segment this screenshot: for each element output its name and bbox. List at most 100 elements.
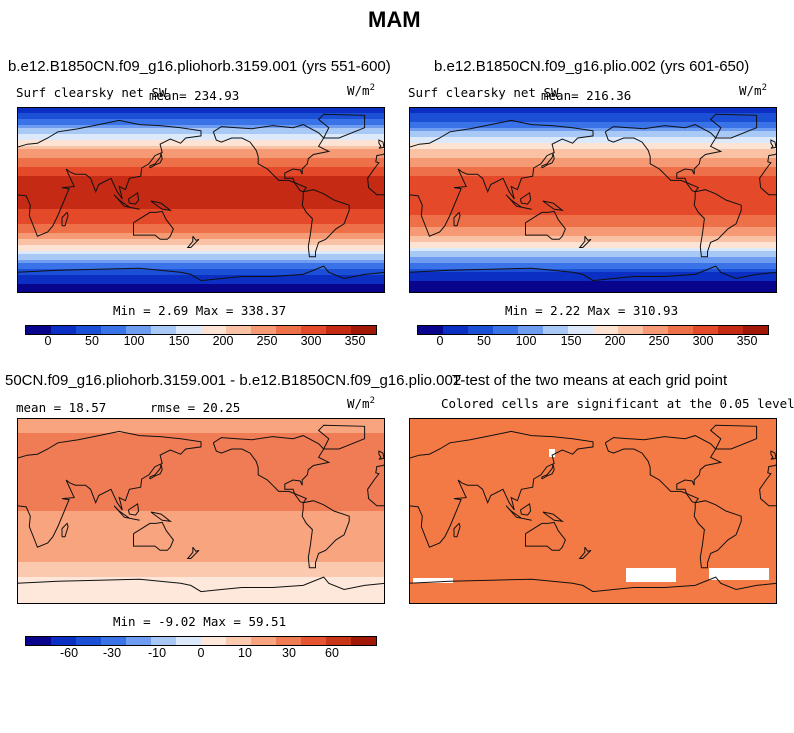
zonal-bands	[409, 107, 777, 293]
zonal-band	[17, 221, 385, 225]
colorbar-segment	[468, 326, 493, 334]
coastline	[525, 210, 566, 240]
colorbar-segment	[326, 637, 351, 645]
coastline	[186, 235, 200, 248]
zonal-band	[409, 107, 777, 111]
panel-2-minmax: Min = 2.22 Max = 310.93	[505, 303, 679, 318]
zonal-band	[409, 128, 777, 132]
zonal-band	[17, 110, 385, 114]
map-panel-1	[17, 107, 385, 293]
colorbar-segment	[351, 637, 376, 645]
colorbar-segment	[101, 637, 126, 645]
zonal-band	[17, 517, 385, 521]
coastline	[317, 113, 366, 139]
coastline	[127, 502, 140, 516]
coastline	[525, 521, 566, 551]
panel-3-minmax: Min = -9.02 Max = 59.51	[113, 614, 287, 629]
zonal-band	[17, 146, 385, 150]
zonal-band	[17, 544, 385, 548]
zonal-band	[17, 601, 385, 604]
colorbar-segment	[126, 326, 151, 334]
panel-3-mean: mean = 18.57	[16, 400, 107, 415]
zonal-band	[17, 239, 385, 243]
coastline	[409, 576, 777, 593]
coastline	[453, 522, 461, 538]
zonal-band	[409, 170, 777, 174]
zonal-band	[409, 236, 777, 240]
colorbar-tick-label: 200	[212, 334, 234, 348]
colorbar-segment	[301, 326, 326, 334]
coastline	[578, 546, 592, 559]
colorbar-segment	[668, 326, 693, 334]
colorbar-tick-label: 350	[344, 334, 366, 348]
colorbar-tick-label: 300	[300, 334, 322, 348]
zonal-band	[17, 209, 385, 213]
map-frame	[17, 418, 385, 604]
zonal-band	[409, 239, 777, 243]
zonal-band	[17, 119, 385, 123]
zonal-band	[17, 161, 385, 165]
zonal-band	[17, 140, 385, 144]
panel-4-subtitle: Colored cells are significant at the 0.0…	[441, 396, 794, 411]
zonal-band	[17, 427, 385, 431]
zonal-band	[17, 454, 385, 458]
zonal-band	[409, 119, 777, 123]
zonal-band	[17, 287, 385, 291]
zonal-band	[17, 436, 385, 440]
colorbar-tick-label: 350	[736, 334, 758, 348]
zonal-band	[17, 595, 385, 599]
colorbar-tick-label: -30	[102, 646, 122, 660]
zonal-band	[17, 499, 385, 503]
zonal-band	[17, 451, 385, 455]
colorbar-segment	[251, 637, 276, 645]
colorbar-segment	[543, 326, 568, 334]
coastline	[17, 430, 202, 548]
zonal-band	[17, 182, 385, 186]
zonal-band	[409, 281, 777, 285]
zonal-band	[17, 493, 385, 497]
colorbar-segment	[251, 326, 276, 334]
zonal-band	[17, 155, 385, 159]
zonal-band	[409, 266, 777, 270]
zonal-band	[17, 164, 385, 168]
colorbar-segment	[176, 326, 201, 334]
coastline	[127, 191, 140, 205]
zonal-band	[17, 469, 385, 473]
coastline	[61, 211, 69, 227]
colorbar-segment	[126, 637, 151, 645]
panel-3-units: W/m2	[347, 396, 375, 412]
zonal-band	[17, 218, 385, 222]
zonal-band	[17, 508, 385, 512]
zonal-band	[17, 556, 385, 560]
coastline	[113, 194, 140, 210]
zonal-band	[17, 553, 385, 557]
zonal-band	[409, 272, 777, 276]
colorbar-segment	[26, 326, 51, 334]
colorbar-segment	[276, 326, 301, 334]
zonal-band	[17, 254, 385, 258]
zonal-band	[17, 236, 385, 240]
zonal-band	[17, 559, 385, 563]
colorbar-segment	[51, 326, 76, 334]
zonal-band	[17, 179, 385, 183]
zonal-band	[409, 164, 777, 168]
colorbar-tick-label: 300	[692, 334, 714, 348]
colorbar-segment	[593, 326, 618, 334]
coastline	[759, 464, 777, 507]
zonal-band	[409, 161, 777, 165]
panel-3-title: 50CN.f09_g16.pliohorb.3159.001 - b.e12.B…	[5, 372, 462, 389]
coastline	[301, 189, 350, 258]
zonal-band	[409, 173, 777, 177]
zonal-band	[409, 137, 777, 141]
zonal-band	[409, 146, 777, 150]
colorbar-segment	[568, 326, 593, 334]
zonal-band	[17, 448, 385, 452]
coastline	[301, 500, 350, 569]
coastline	[186, 546, 200, 559]
zonal-band	[17, 568, 385, 572]
map-panel-3	[17, 418, 385, 604]
colorbar-segment	[326, 326, 351, 334]
non-significant-cell	[549, 449, 555, 457]
colorbar-segment	[101, 326, 126, 334]
colorbar-tick-label: 50	[477, 334, 491, 348]
